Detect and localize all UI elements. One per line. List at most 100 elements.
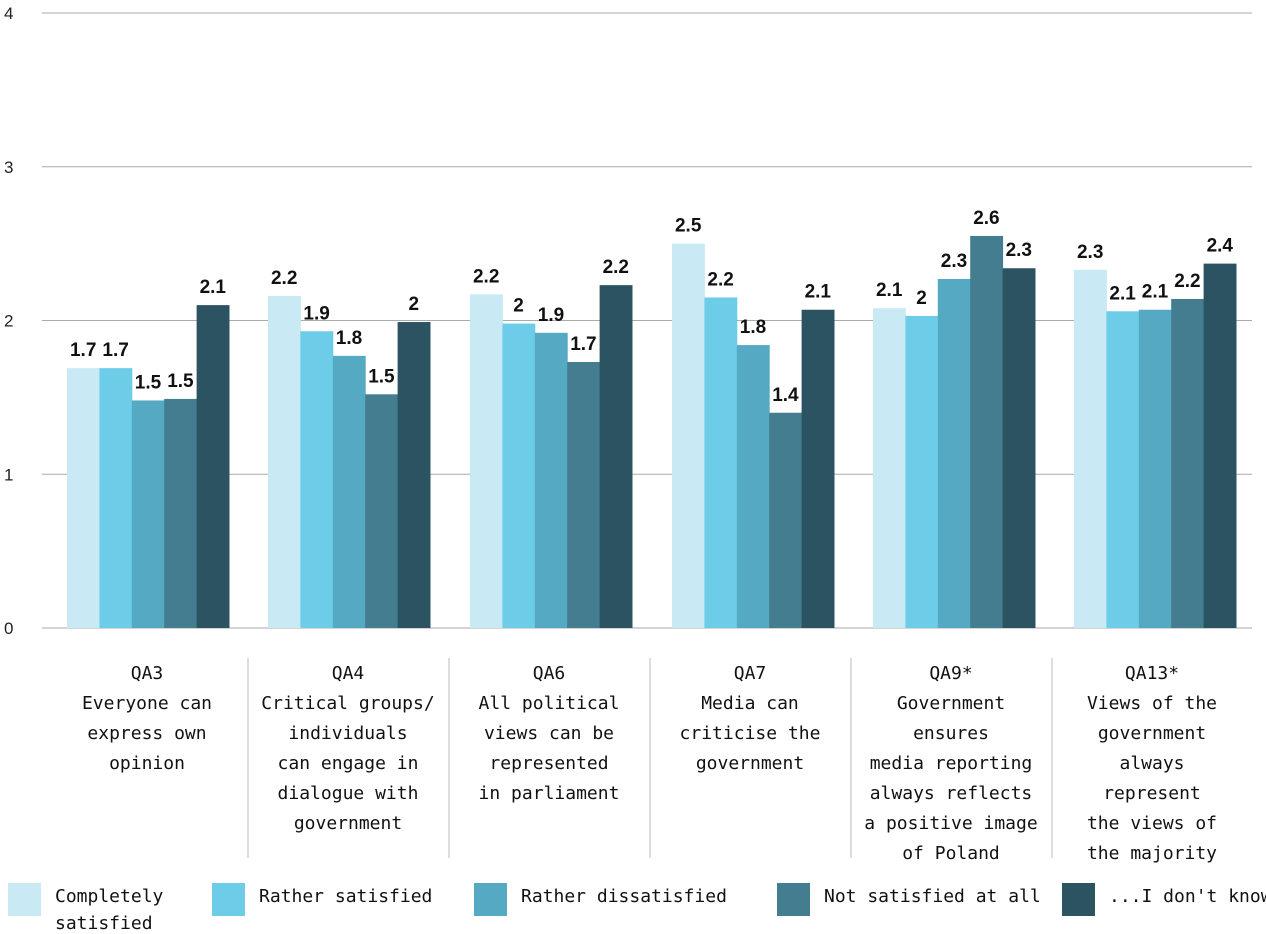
data-label: 2.1 xyxy=(805,282,832,303)
bar xyxy=(365,394,399,628)
category-label: QA6 xyxy=(533,663,566,684)
category-label: opinion xyxy=(109,753,185,774)
data-label: 1.8 xyxy=(740,317,766,338)
bar xyxy=(1106,311,1140,628)
category-label: Media can xyxy=(701,693,799,714)
legend-label: Completely xyxy=(55,886,164,907)
bars xyxy=(67,235,1237,628)
legend-label: Not satisfied at all xyxy=(824,886,1041,907)
data-labels: 1.7 2.2 2.2 2.5 2.1 2.3 1.7 1.9 2 2.2 2 2.1 1.5 1.8 1.… xyxy=(70,208,1233,406)
bar xyxy=(397,322,431,628)
legend-swatch xyxy=(777,883,810,916)
bar xyxy=(1074,269,1107,628)
legend-label: Rather dissatisfied xyxy=(521,886,727,907)
data-label: 2.1 xyxy=(200,277,227,298)
bar xyxy=(704,297,738,628)
y-tick-label: 0 xyxy=(4,619,13,638)
category-label: QA9* xyxy=(929,663,972,684)
data-label: 2.5 xyxy=(675,216,702,237)
data-label: 2.2 xyxy=(1174,271,1200,292)
category-label: can engage in xyxy=(278,753,419,774)
category-label: individuals xyxy=(288,723,407,744)
data-label: 1.4 xyxy=(772,385,799,406)
category-label: government xyxy=(1098,723,1206,744)
category-label: in parliament xyxy=(479,783,620,804)
category-label: QA3 xyxy=(131,663,164,684)
category-label: All political xyxy=(479,693,620,714)
legend-swatch xyxy=(8,883,41,916)
category-label: Government xyxy=(897,693,1005,714)
bar xyxy=(736,345,770,628)
data-label: 1.5 xyxy=(167,371,194,392)
bar xyxy=(970,235,1004,628)
legend-label: satisfied xyxy=(55,913,153,934)
legend-label: ...I don't know xyxy=(1109,886,1266,907)
category-label: media reporting xyxy=(870,753,1033,774)
bar xyxy=(534,332,568,628)
data-label: 1.9 xyxy=(538,305,564,326)
data-label: 1.9 xyxy=(303,303,329,324)
bar xyxy=(1002,268,1036,628)
data-label: 2.1 xyxy=(1109,283,1136,304)
bar xyxy=(873,308,906,628)
bar xyxy=(332,355,366,628)
data-label: 1.7 xyxy=(570,334,596,355)
bar xyxy=(567,362,601,628)
data-label: 2.1 xyxy=(1142,282,1169,303)
category-labels: QA3 Everyone can express own opinion QA4 Crit… xyxy=(82,663,1217,864)
data-label: 2.2 xyxy=(473,266,499,287)
legend-swatch xyxy=(212,883,245,916)
bar xyxy=(769,412,803,628)
data-label: 2 xyxy=(409,294,420,315)
data-label: 2 xyxy=(513,296,524,317)
data-label: 2.3 xyxy=(1006,240,1032,261)
y-axis-ticks: 0 1 2 3 4 xyxy=(4,4,13,638)
bar xyxy=(801,309,835,628)
data-label: 2.4 xyxy=(1207,236,1234,257)
bar xyxy=(196,305,230,628)
category-label: Views of the xyxy=(1087,693,1217,714)
bar xyxy=(937,278,971,628)
category-label: criticise the xyxy=(680,723,821,744)
data-label: 2.2 xyxy=(603,257,629,278)
legend-swatch xyxy=(1062,883,1095,916)
category-label: ensures xyxy=(913,723,989,744)
category-label: represent xyxy=(1103,783,1201,804)
legend-label: Rather satisfied xyxy=(259,886,432,907)
bar xyxy=(268,295,301,628)
legend: Completely satisfied Rather satisfied Rathe… xyxy=(8,883,1266,934)
category-label: Everyone can xyxy=(82,693,212,714)
category-label: a positive image xyxy=(864,813,1037,834)
bar xyxy=(131,400,165,628)
data-label: 1.5 xyxy=(368,366,395,387)
bar xyxy=(300,331,334,628)
bar xyxy=(1203,263,1237,628)
bar xyxy=(67,368,100,628)
legend-swatch xyxy=(474,883,507,916)
bar xyxy=(470,294,503,628)
data-label: 1.7 xyxy=(70,340,96,361)
data-label: 2.2 xyxy=(271,268,297,289)
category-label: express own xyxy=(87,723,206,744)
y-tick-label: 4 xyxy=(4,4,13,23)
bar xyxy=(164,398,198,628)
category-label: always xyxy=(1119,753,1184,774)
y-tick-label: 2 xyxy=(4,312,13,331)
grid xyxy=(42,12,1252,629)
data-label: 1.5 xyxy=(135,372,162,393)
category-label: Critical groups/ xyxy=(261,693,434,714)
category-label: QA4 xyxy=(332,663,365,684)
data-label: 1.8 xyxy=(336,328,362,349)
data-label: 2.2 xyxy=(707,269,733,290)
bar xyxy=(672,243,705,628)
bar xyxy=(1171,298,1205,628)
category-label: dialogue with xyxy=(278,783,419,804)
category-label: government xyxy=(696,753,804,774)
category-label: QA13* xyxy=(1125,663,1179,684)
category-label: represented xyxy=(489,753,608,774)
bar xyxy=(99,368,133,628)
category-label: always reflects xyxy=(870,783,1033,804)
category-label: the majority xyxy=(1087,843,1217,864)
bar xyxy=(1138,309,1172,628)
